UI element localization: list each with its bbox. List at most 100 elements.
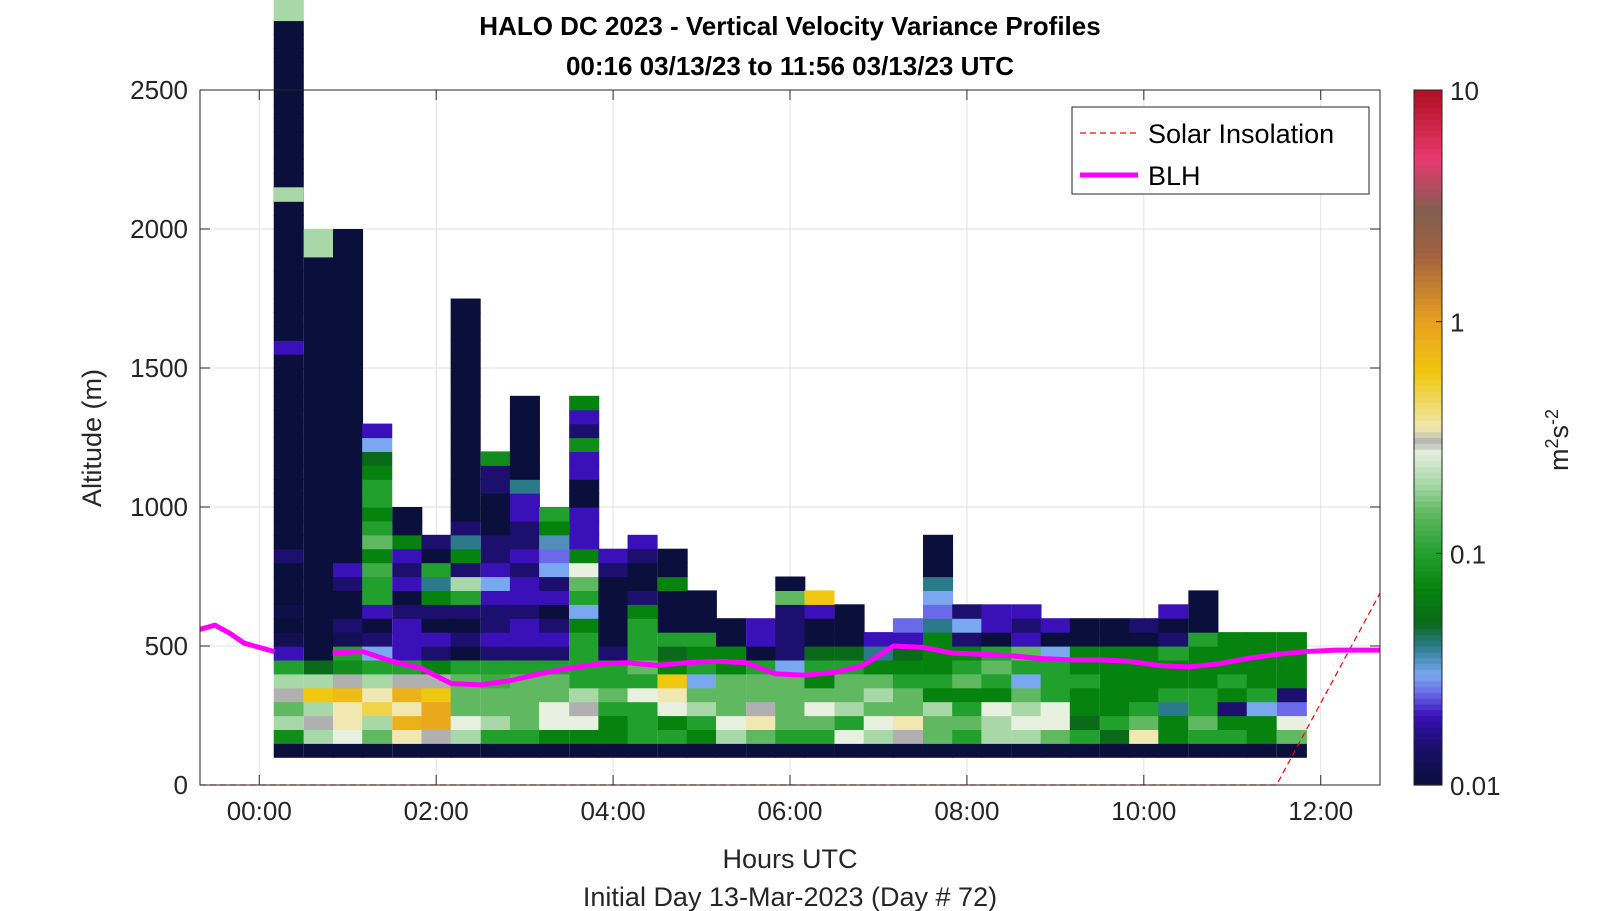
colorbar-segment (1414, 414, 1442, 421)
heatmap-cell (450, 354, 481, 369)
heatmap-cell (421, 548, 452, 564)
heatmap-cell (332, 340, 364, 355)
heatmap-cell (1158, 729, 1189, 744)
heatmap-cell (716, 673, 747, 689)
heatmap-cell (569, 520, 600, 536)
heatmap-cell (450, 659, 481, 675)
colorbar-segment (1414, 275, 1442, 282)
heatmap-cell (273, 423, 304, 439)
heatmap-cell (598, 632, 629, 647)
heatmap-cell (952, 632, 983, 647)
heatmap-cell (952, 715, 983, 730)
heatmap-cell (922, 604, 954, 619)
heatmap-cell (480, 590, 511, 605)
heatmap-cell (273, 103, 304, 119)
colorbar-segment (1414, 588, 1442, 595)
heatmap-cell (834, 604, 865, 619)
heatmap-cell (303, 354, 334, 369)
heatmap-cell (657, 646, 688, 661)
heatmap-cell (332, 632, 364, 647)
heatmap-cell (509, 659, 540, 675)
heatmap-cell (273, 715, 304, 730)
heatmap-cell (775, 604, 806, 619)
heatmap-cell (421, 604, 452, 619)
heatmap-cell (686, 729, 717, 744)
heatmap-cell (421, 590, 452, 605)
heatmap-cell (421, 618, 452, 633)
heatmap-cell (303, 729, 334, 744)
heatmap-cell (863, 673, 894, 689)
heatmap-cell (539, 576, 570, 591)
heatmap-cell (569, 437, 600, 452)
heatmap-cell (362, 437, 393, 452)
colorbar-segment (1414, 640, 1442, 647)
heatmap-cell (627, 618, 658, 633)
colorbar-segment (1414, 593, 1442, 601)
heatmap-cell (1129, 618, 1160, 633)
heatmap-cell (569, 423, 600, 439)
heatmap-cell (303, 465, 334, 480)
heatmap-cell (421, 576, 452, 591)
heatmap-cell (392, 743, 423, 758)
heatmap-cell (1246, 743, 1277, 758)
heatmap-cell (627, 715, 658, 730)
heatmap-cell (362, 534, 393, 550)
heatmap-cell (332, 437, 364, 452)
heatmap-cell (922, 659, 954, 675)
heatmap-cell (303, 715, 334, 730)
heatmap-cell (1129, 743, 1160, 758)
heatmap-cell (332, 618, 364, 633)
heatmap-cell (952, 687, 983, 703)
colorbar-segment (1414, 483, 1442, 491)
heatmap-cell (892, 687, 923, 703)
heatmap-cell (539, 548, 570, 564)
heatmap-cell (569, 493, 600, 508)
heatmap-cell (303, 743, 334, 758)
chart-subtitle: 00:16 03/13/23 to 11:56 03/13/23 UTC (566, 51, 1014, 81)
colorbar-segment (1414, 622, 1442, 630)
heatmap-cell (1158, 632, 1189, 647)
colorbar-segment (1414, 176, 1442, 184)
heatmap-cell (1158, 715, 1189, 730)
colorbar-segment (1414, 182, 1442, 190)
heatmap-cell (804, 618, 835, 633)
heatmap-cell (450, 743, 481, 758)
heatmap-cell (627, 590, 658, 605)
colorbar-segment (1414, 333, 1442, 340)
colorbar-segment (1414, 773, 1442, 780)
heatmap-cell (834, 646, 865, 661)
heatmap-cell (922, 548, 954, 564)
colorbar-segment (1414, 246, 1442, 253)
heatmap-cell (1276, 715, 1307, 730)
heatmap-cell (539, 604, 570, 619)
heatmap-cell (303, 590, 334, 605)
heatmap-cell (1099, 673, 1130, 689)
heatmap-cell (392, 646, 423, 661)
heatmap-cell (952, 743, 983, 758)
heatmap-cell (303, 256, 334, 272)
heatmap-cell (539, 507, 570, 522)
heatmap-cell (657, 729, 688, 744)
heatmap-cell (332, 548, 364, 564)
heatmap-cell (834, 618, 865, 633)
heatmap-cell (539, 646, 570, 661)
colorbar-segment (1414, 669, 1442, 676)
heatmap-cell (303, 437, 334, 452)
heatmap-cells (273, 0, 1307, 758)
heatmap-cell (450, 590, 481, 605)
colorbar-segment (1414, 437, 1442, 444)
heatmap-cell (1069, 715, 1100, 730)
heatmap-cell (450, 312, 481, 327)
heatmap-cell (450, 465, 481, 480)
heatmap-cell (657, 576, 688, 591)
colorbar-segment (1414, 130, 1442, 137)
heatmap-cell (509, 729, 540, 744)
heatmap-cell (303, 284, 334, 300)
heatmap-cell (981, 701, 1012, 717)
heatmap-cell (392, 729, 423, 744)
heatmap-cell (598, 701, 629, 717)
colorbar-segment (1414, 761, 1442, 769)
colorbar-segment (1414, 495, 1442, 502)
heatmap-cell (746, 646, 777, 661)
